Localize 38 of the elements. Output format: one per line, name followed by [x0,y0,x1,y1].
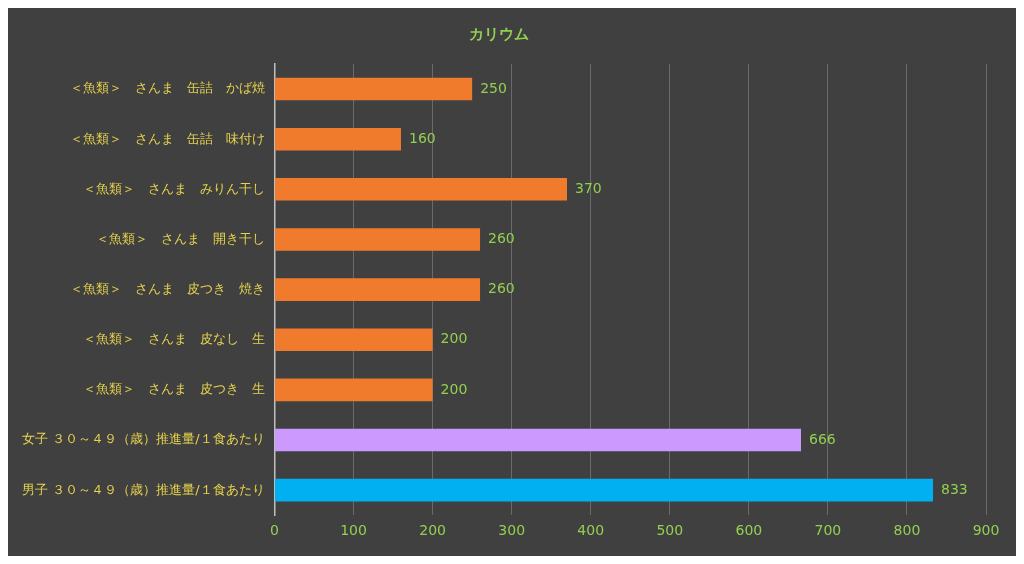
bar [275,77,473,101]
data-label: 260 [488,230,515,247]
bar [275,278,481,301]
bar [275,127,401,151]
y-tick-label: ＜魚類＞ さんま 缶詰 かば焼 [69,80,265,96]
y-tick-label: ＜魚類＞ さんま 皮なし 生 [82,331,265,347]
data-label: 160 [409,129,436,146]
bar [275,328,433,352]
x-tick-label: 800 [893,522,921,539]
data-label: 200 [440,330,468,347]
y-tick-label: 女子 ３０～４９（歳）推進量/１食あたり [22,431,265,447]
y-tick-label: ＜魚類＞ さんま 皮つき 生 [82,381,265,397]
data-label: 250 [480,79,507,96]
x-tick-label: 900 [972,522,1000,539]
data-label: 833 [941,480,968,497]
x-tick-label: 300 [498,522,526,539]
bar [275,228,481,251]
y-tick-label: ＜魚類＞ さんま みりん干し [82,180,265,196]
bar [275,378,433,402]
data-label: 200 [440,380,468,397]
bar [275,478,934,502]
x-tick-label: 700 [814,522,842,539]
x-tick-label: 500 [656,522,684,539]
x-tick-label: 200 [419,522,446,539]
data-label: 666 [809,430,836,447]
chart-title: カリウム [469,24,529,43]
x-tick-label: 100 [340,522,367,539]
data-label: 370 [575,179,602,196]
x-tick-label: 600 [735,522,763,539]
data-label: 260 [488,280,515,297]
x-tick-label: 400 [577,522,605,539]
y-tick-label: 男子 ３０～４９（歳）推進量/１食あたり [22,481,265,497]
y-tick-label: ＜魚類＞ さんま 缶詰 味付け [69,130,265,146]
bar [275,428,802,452]
x-tick-label: 0 [270,522,279,539]
y-tick-label: ＜魚類＞ さんま 皮つき 焼き [69,280,265,296]
bar [275,178,568,201]
y-tick-label: ＜魚類＞ さんま 開き干し [95,230,265,246]
